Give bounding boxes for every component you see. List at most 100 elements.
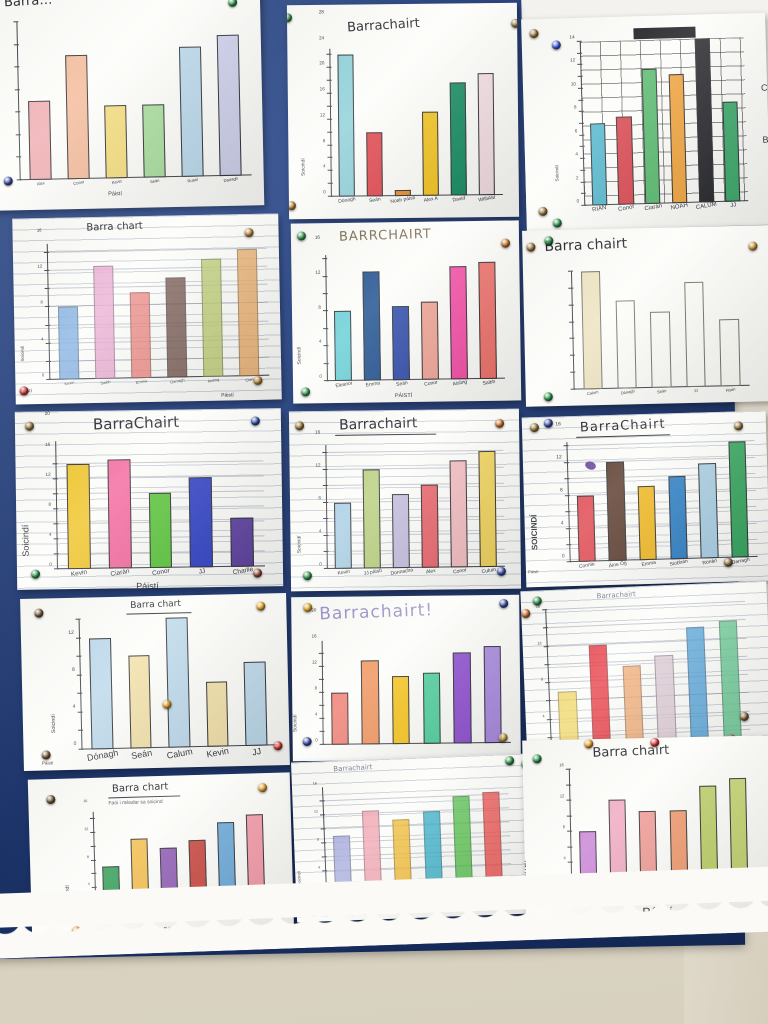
- bar: JJ: [722, 101, 741, 209]
- y-tick-label: 16: [315, 429, 321, 435]
- x-axis-label: Páistí: [108, 191, 123, 198]
- push-pin[interactable]: [302, 736, 312, 747]
- poster-title: BarraChairt: [92, 412, 180, 434]
- title-underline: [126, 612, 192, 616]
- y-tick-label: 0: [41, 372, 45, 378]
- bar-slot: Darragh: [208, 17, 249, 183]
- bar: Aisling: [449, 266, 468, 387]
- poster-7: BarraChairt0481216202428KevinCiaránConor…: [14, 408, 284, 590]
- push-pin[interactable]: [295, 421, 305, 431]
- bar-slot: Charlie: [220, 438, 263, 576]
- push-pin[interactable]: [252, 568, 263, 578]
- y-tick-label: 20: [319, 60, 325, 66]
- poster-title: Barra chart: [130, 598, 182, 611]
- bar-label: Ryan: [725, 386, 736, 393]
- x-axis-label: PÁISTÍ: [394, 392, 413, 400]
- bar-slot: Kevin: [327, 445, 358, 577]
- push-pin[interactable]: [748, 241, 758, 251]
- y-tick-label: 12: [559, 793, 565, 799]
- bar-slot: [446, 639, 478, 744]
- bar-label: JJ: [729, 202, 737, 210]
- push-pin[interactable]: [303, 602, 313, 613]
- push-pin[interactable]: [543, 392, 553, 402]
- bar: [392, 675, 410, 745]
- bar: Conor: [421, 301, 439, 388]
- y-tick-label: 14: [569, 34, 575, 40]
- push-pin[interactable]: [529, 28, 539, 39]
- bar: Conor: [65, 54, 90, 186]
- bar-series: Kevin JJ páistí Donnacha Alex Conor Culum: [327, 443, 503, 577]
- bar: NOAH: [668, 74, 689, 212]
- bar: Connie: [576, 495, 596, 570]
- bar-slot: Conor: [414, 253, 445, 388]
- bar: Conor: [616, 116, 635, 213]
- push-pin[interactable]: [296, 231, 306, 241]
- push-pin[interactable]: [499, 598, 509, 609]
- bar-series: Alex Conor Kevin Seán Ruairí Darragh: [18, 17, 249, 186]
- y-tick-label: 0: [576, 198, 580, 204]
- bar: Noah páistí: [390, 189, 416, 205]
- push-pin[interactable]: [532, 754, 542, 764]
- y-tick-label: 12: [319, 112, 326, 118]
- bar: WIllIAM: [477, 72, 496, 204]
- bar-label: Seán: [368, 196, 382, 205]
- push-pin[interactable]: [301, 387, 311, 397]
- push-pin[interactable]: [302, 571, 312, 581]
- bar-slot: Calum: [573, 271, 610, 396]
- push-pin[interactable]: [3, 176, 13, 186]
- push-pin[interactable]: [41, 750, 51, 760]
- bar-slot: Aisling: [193, 240, 232, 384]
- bar: Donnacha: [390, 493, 413, 577]
- push-pin[interactable]: [227, 0, 238, 7]
- push-pin[interactable]: [526, 242, 536, 252]
- poster-8: Barrachairt0481216202428KevinJJ páistíDo…: [288, 408, 522, 592]
- push-pin[interactable]: [46, 794, 56, 805]
- push-pin[interactable]: [19, 386, 29, 396]
- poster-5: BARRCHAIRT0481216202428EleanorEmmaSeánCo…: [290, 220, 522, 404]
- x-axis-label: Páistí: [41, 760, 54, 766]
- bar-slot: Noah páistí: [387, 48, 417, 205]
- bar: Culum: [478, 451, 497, 575]
- push-pin[interactable]: [552, 218, 562, 228]
- y-tick-label: 8: [40, 299, 43, 306]
- bar-label: JJ: [693, 387, 699, 394]
- y-tick-label: 4: [41, 336, 44, 342]
- push-pin[interactable]: [500, 238, 511, 248]
- y-tick-label: 4: [322, 163, 326, 169]
- bar-label: Conor: [72, 179, 85, 186]
- y-tick-label: 16: [319, 86, 325, 92]
- push-pin[interactable]: [551, 40, 561, 50]
- push-pin[interactable]: [257, 783, 268, 793]
- bar: Alex A: [422, 111, 439, 204]
- push-pin[interactable]: [273, 741, 283, 751]
- y-tick-label: 12: [84, 826, 89, 831]
- push-pin[interactable]: [30, 569, 41, 579]
- push-pin[interactable]: [498, 732, 508, 743]
- push-pin[interactable]: [496, 566, 506, 576]
- bar-slot: [354, 640, 386, 745]
- push-pin[interactable]: [286, 13, 293, 23]
- push-pin[interactable]: [538, 206, 548, 217]
- y-axis-label: Soicindí: [296, 346, 303, 365]
- bar-slot: Emma: [121, 242, 160, 385]
- bar-slot: Seán: [119, 618, 160, 761]
- y-tick-label: 8: [540, 677, 544, 682]
- bar: Darragh: [217, 34, 242, 183]
- bar: Charlie: [230, 517, 254, 576]
- push-pin[interactable]: [286, 201, 297, 211]
- push-pin[interactable]: [34, 608, 44, 618]
- bar: JJ páistí: [363, 469, 382, 577]
- bar-slot: Áine Óg: [599, 440, 633, 569]
- y-axis-label: Soicindí: [554, 165, 560, 183]
- y-tick-label: 16: [311, 633, 317, 639]
- push-pin[interactable]: [250, 416, 260, 426]
- push-pin[interactable]: [256, 601, 266, 611]
- bar-slot: Conor: [139, 440, 182, 577]
- y-axis-label: SOICINDÍ: [529, 514, 540, 551]
- push-pin[interactable]: [495, 418, 505, 428]
- push-pin[interactable]: [24, 421, 35, 431]
- y-tick-label: 20: [44, 411, 50, 417]
- poster-title: Barra chairt: [592, 742, 670, 761]
- y-tick-label: 16: [555, 420, 561, 428]
